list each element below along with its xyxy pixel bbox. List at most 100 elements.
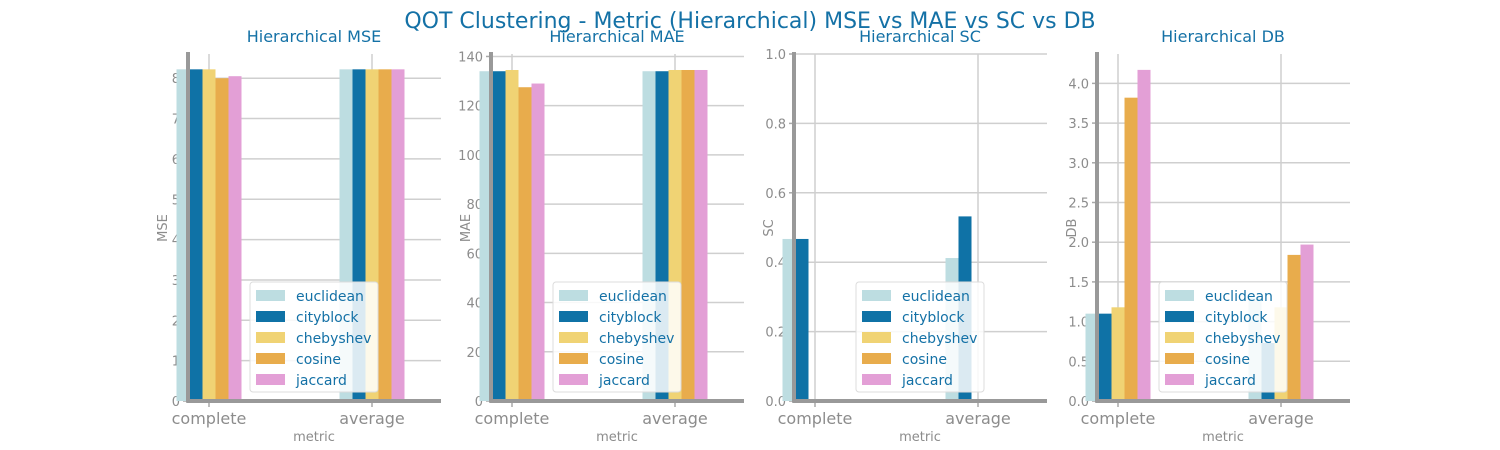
y-tick-label: 3 [172, 274, 180, 289]
y-tick-label: 0 [172, 395, 180, 410]
x-axis-label: metric [596, 430, 638, 445]
y-tick-label: 0.0 [765, 395, 786, 410]
legend-label-cosine: cosine [1205, 352, 1250, 368]
y-tick-label: 0.4 [765, 256, 786, 271]
bar-jaccard-average [694, 69, 708, 401]
x-tick-label-complete: complete [475, 409, 550, 428]
bar-cosine-complete [518, 87, 532, 402]
bar-jaccard-complete [228, 76, 242, 401]
bar-jaccard-average [391, 69, 405, 402]
y-tick-label: 1.0 [1068, 316, 1089, 331]
legend-swatch-cosine [862, 353, 891, 364]
y-tick-label: 120 [458, 100, 483, 115]
x-tick-label-average: average [1248, 409, 1314, 428]
x-tick-label-average: average [945, 409, 1011, 428]
figure-title: QOT Clustering - Metric (Hierarchical) M… [404, 9, 1095, 34]
y-tick-label: 0.5 [1068, 355, 1089, 370]
legend: euclidean cityblock chebyshev cosine jaccard [1158, 281, 1288, 393]
legend-label-jaccard: jaccard [598, 373, 650, 389]
bar-cityblock-complete [1098, 313, 1112, 401]
x-tick-label-average: average [642, 409, 708, 428]
legend-label-euclidean: euclidean [296, 289, 364, 305]
panel-title: Hierarchical MSE [247, 27, 382, 46]
chart-panels: 0 1 2 3 4 5 6 7 8 complete average Hierarchical MSE… [156, 27, 1350, 445]
y-tick-label: 3.5 [1068, 117, 1089, 132]
legend-frame [855, 281, 985, 393]
legend-swatch-chebyshev [862, 332, 891, 343]
legend-label-chebyshev: chebyshev [902, 331, 977, 347]
y-tick-label: 4.0 [1068, 77, 1089, 92]
y-tick-label: 140 [458, 50, 483, 65]
legend-label-euclidean: euclidean [902, 289, 970, 305]
x-axis-label: metric [293, 430, 335, 445]
legend-label-euclidean: euclidean [599, 289, 667, 305]
y-tick-label: 80 [466, 198, 483, 213]
legend-swatch-cityblock [862, 311, 891, 322]
chart-panel-sc: 0.0 0.2 0.4 0.6 0.8 1.0 complete average Hierarc… [762, 27, 1047, 445]
y-axis-label: MAE [459, 214, 474, 242]
y-axis-label: SC [762, 219, 777, 236]
y-axis-label: DB [1065, 219, 1080, 238]
legend-swatch-chebyshev [1165, 332, 1194, 343]
legend-label-cityblock: cityblock [599, 310, 662, 326]
y-tick-label: 5 [172, 193, 180, 208]
legend-label-cosine: cosine [902, 352, 947, 368]
legend-label-cityblock: cityblock [902, 310, 965, 326]
legend-label-chebyshev: chebyshev [599, 331, 674, 347]
legend-swatch-cityblock [1165, 311, 1194, 322]
y-tick-label: 0.2 [765, 326, 786, 341]
legend-label-cosine: cosine [296, 352, 341, 368]
legend-swatch-cityblock [559, 311, 588, 322]
legend-swatch-euclidean [862, 290, 891, 301]
x-axis-label: metric [1202, 430, 1244, 445]
legend-label-chebyshev: chebyshev [296, 331, 371, 347]
bar-cosine-complete [1124, 97, 1138, 402]
bar-chebyshev-complete [202, 69, 216, 402]
y-tick-label: 2.5 [1068, 196, 1089, 211]
legend-label-cityblock: cityblock [1205, 310, 1268, 326]
y-tick-label: 1.5 [1068, 276, 1089, 291]
bar-jaccard-complete [1137, 69, 1151, 401]
y-tick-label: 100 [458, 149, 483, 164]
bar-jaccard-complete [531, 83, 545, 401]
x-tick-label-complete: complete [1081, 409, 1156, 428]
y-tick-label: 8 [172, 72, 180, 87]
y-tick-label: 40 [466, 297, 483, 312]
legend-label-jaccard: jaccard [1204, 373, 1256, 389]
legend-label-jaccard: jaccard [295, 373, 347, 389]
legend: euclidean cityblock chebyshev cosine jaccard [249, 281, 379, 393]
chart-panel-mae: 0 20 40 60 80 100 120 140 complete average Hierarc… [458, 27, 744, 445]
legend-label-cosine: cosine [599, 352, 644, 368]
panel-title: Hierarchical DB [1161, 27, 1285, 46]
y-tick-label: 2 [172, 314, 180, 329]
y-tick-label: 7 [172, 113, 180, 128]
y-tick-label: 4 [172, 234, 180, 249]
legend: euclidean cityblock chebyshev cosine jaccard [552, 281, 682, 393]
legend-swatch-chebyshev [256, 332, 285, 343]
chart-panel-mse: 0 1 2 3 4 5 6 7 8 complete average Hierarchical MSE… [156, 27, 441, 445]
legend-swatch-cosine [559, 353, 588, 364]
legend-swatch-jaccard [559, 374, 588, 385]
bar-cityblock-complete [492, 71, 506, 401]
legend-label-cityblock: cityblock [296, 310, 359, 326]
bar-chebyshev-complete [505, 69, 519, 401]
x-tick-label-complete: complete [778, 409, 853, 428]
y-tick-label: 20 [466, 346, 483, 361]
bar-cityblock-complete [189, 69, 203, 402]
legend-swatch-jaccard [256, 374, 285, 385]
y-tick-label: 0.8 [765, 117, 786, 132]
legend-swatch-euclidean [1165, 290, 1194, 301]
y-tick-label: 0.6 [765, 187, 786, 202]
y-tick-label: 1.0 [765, 48, 786, 63]
chart-panel-db: 0.0 0.5 1.0 1.5 2.0 2.5 3.0 3.5 4.0 complete avera… [1065, 27, 1350, 445]
x-tick-label-average: average [339, 409, 405, 428]
panel-title: Hierarchical SC [859, 27, 981, 46]
legend-swatch-euclidean [559, 290, 588, 301]
legend-swatch-cityblock [256, 311, 285, 322]
legend-swatch-cosine [256, 353, 285, 364]
y-tick-label: 6 [172, 153, 180, 168]
y-tick-label: 0.0 [1068, 395, 1089, 410]
y-tick-label: 0 [475, 395, 483, 410]
legend-frame [249, 281, 379, 393]
